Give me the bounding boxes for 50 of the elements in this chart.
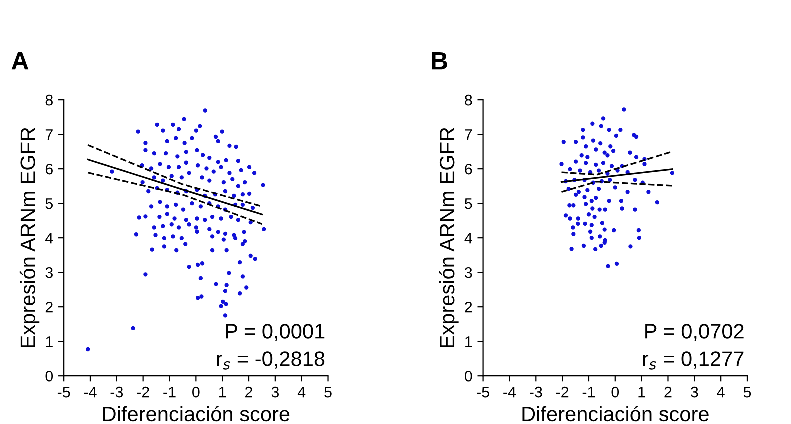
chart-title: B: [432, 52, 448, 70]
annotation: P = 0,0702: [646, 324, 744, 342]
x-tick-label: -5: [477, 387, 490, 398]
y-axis-title: Expresión ARNm EGFR: [439, 128, 459, 348]
x-tick-label: -2: [556, 386, 569, 398]
x-axis-title: Diferenciación score: [522, 406, 709, 422]
x-tick-label: 4: [298, 387, 306, 398]
x-tick-label: 5: [324, 387, 332, 398]
x-tick-label: -3: [530, 386, 542, 398]
x-tick-label: -1: [164, 387, 176, 398]
x-tick-label: 1: [638, 387, 646, 398]
x-tick-label: 0: [192, 386, 200, 398]
y-tick-label: 5: [46, 198, 54, 210]
y-tick-label: 5: [465, 198, 472, 210]
x-tick-label: 4: [717, 387, 725, 398]
y-tick-label: 1: [466, 336, 472, 348]
x-tick-label: -1: [582, 387, 596, 398]
chart-title: A: [12, 52, 29, 70]
y-tick-label: 0: [464, 370, 472, 382]
x-tick-label: -3: [110, 386, 124, 398]
annotation: P = 0,0001: [226, 324, 325, 342]
y-tick-label: 7: [46, 130, 53, 140]
y-tick-label: 6: [465, 164, 472, 175]
y-tick-label: 4: [464, 233, 472, 244]
y-tick-label: 8: [46, 94, 53, 106]
y-tick-label: 6: [46, 164, 53, 175]
annotation: r$_{s}$ = -0,2818: [217, 352, 325, 370]
x-tick-label: 2: [246, 386, 252, 398]
x-tick-label: -4: [84, 387, 97, 398]
y-tick-label: 3: [46, 267, 53, 278]
y-axis-title: Expresión ARNm EGFR: [20, 128, 40, 348]
x-tick-label: 0: [612, 386, 620, 398]
x-axis-title: Diferenciación score: [104, 406, 290, 422]
y-tick-label: 3: [464, 267, 472, 278]
y-tick-label: 7: [465, 130, 472, 140]
x-tick-label: -2: [137, 386, 150, 398]
y-tick-label: 1: [46, 336, 53, 348]
y-tick-label: 0: [46, 370, 54, 382]
x-tick-label: -5: [58, 387, 70, 398]
y-tick-label: 4: [46, 233, 54, 244]
x-tick-label: -4: [504, 387, 516, 398]
x-tick-label: 2: [664, 386, 672, 398]
x-tick-label: 3: [690, 386, 698, 398]
y-tick-label: 8: [465, 94, 472, 106]
x-tick-label: 1: [220, 387, 226, 398]
x-tick-label: 5: [744, 387, 752, 398]
annotation: r$_{s}$ = 0,1277: [643, 352, 744, 370]
y-tick-label: 2: [465, 302, 472, 313]
x-tick-label: 3: [272, 386, 280, 398]
y-tick-label: 2: [46, 302, 53, 313]
